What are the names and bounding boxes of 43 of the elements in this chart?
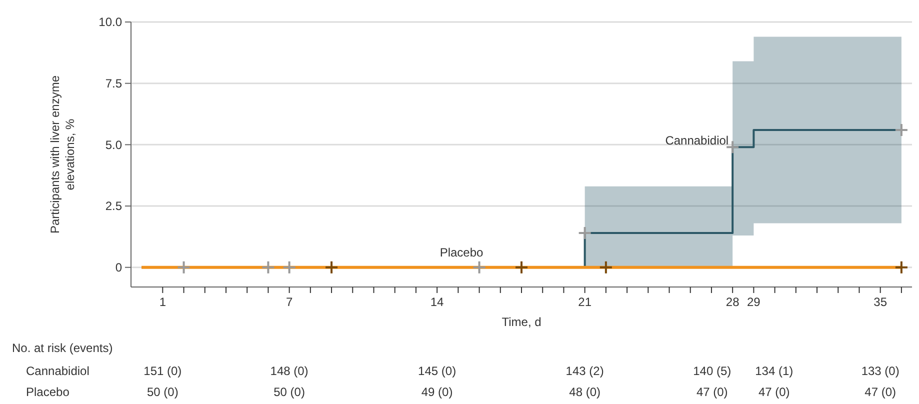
text: 47 (0) [864, 385, 896, 399]
text: 49 (0) [421, 385, 453, 399]
y-tick-label: 5.0 [105, 138, 122, 152]
series-label: Cannabidiol [665, 134, 729, 148]
point [894, 260, 908, 274]
y-tick-label: 0 [115, 260, 122, 275]
x-axis-title: Time, d [502, 315, 542, 329]
text: 151 (0) [144, 364, 182, 378]
y-tick-label: 10.0 [98, 15, 122, 30]
x-tick-label: 14 [430, 295, 444, 309]
text: 143 (2) [566, 364, 604, 378]
point [894, 122, 908, 137]
text: 145 (0) [418, 364, 456, 378]
text: No. at risk (events) [12, 341, 113, 355]
x-tick-label: 7 [286, 295, 293, 309]
y-tick-label: 2.5 [105, 199, 122, 214]
y-axis-title: Participants with liver enzyme elevations, % [48, 75, 77, 234]
text: 133 (0) [861, 364, 900, 378]
point [578, 226, 592, 240]
text: Cannabidiol [26, 364, 90, 378]
text: 48 (0) [569, 385, 601, 399]
x-tick-label: 35 [874, 295, 888, 309]
point [472, 260, 486, 274]
text: 50 (0) [146, 385, 178, 399]
point [282, 260, 296, 274]
series-label: Placebo [440, 245, 484, 260]
point [598, 260, 613, 274]
x-tick-label: 29 [747, 295, 761, 309]
x-tick-label: 21 [578, 295, 592, 309]
text: 134 (1) [755, 364, 794, 378]
x-tick-label: 1 [159, 295, 166, 309]
text: 50 (0) [274, 385, 305, 399]
x-tick-label: 28 [726, 295, 740, 309]
point [176, 260, 191, 274]
point [514, 260, 528, 274]
text: 47 (0) [696, 385, 728, 399]
point [261, 260, 276, 274]
y-tick-label: 7.5 [105, 76, 122, 91]
text: 140 (5) [693, 364, 732, 378]
point [324, 260, 339, 274]
text: 47 (0) [758, 385, 790, 399]
text: Placebo [26, 385, 70, 399]
text: 148 (0) [270, 364, 308, 378]
